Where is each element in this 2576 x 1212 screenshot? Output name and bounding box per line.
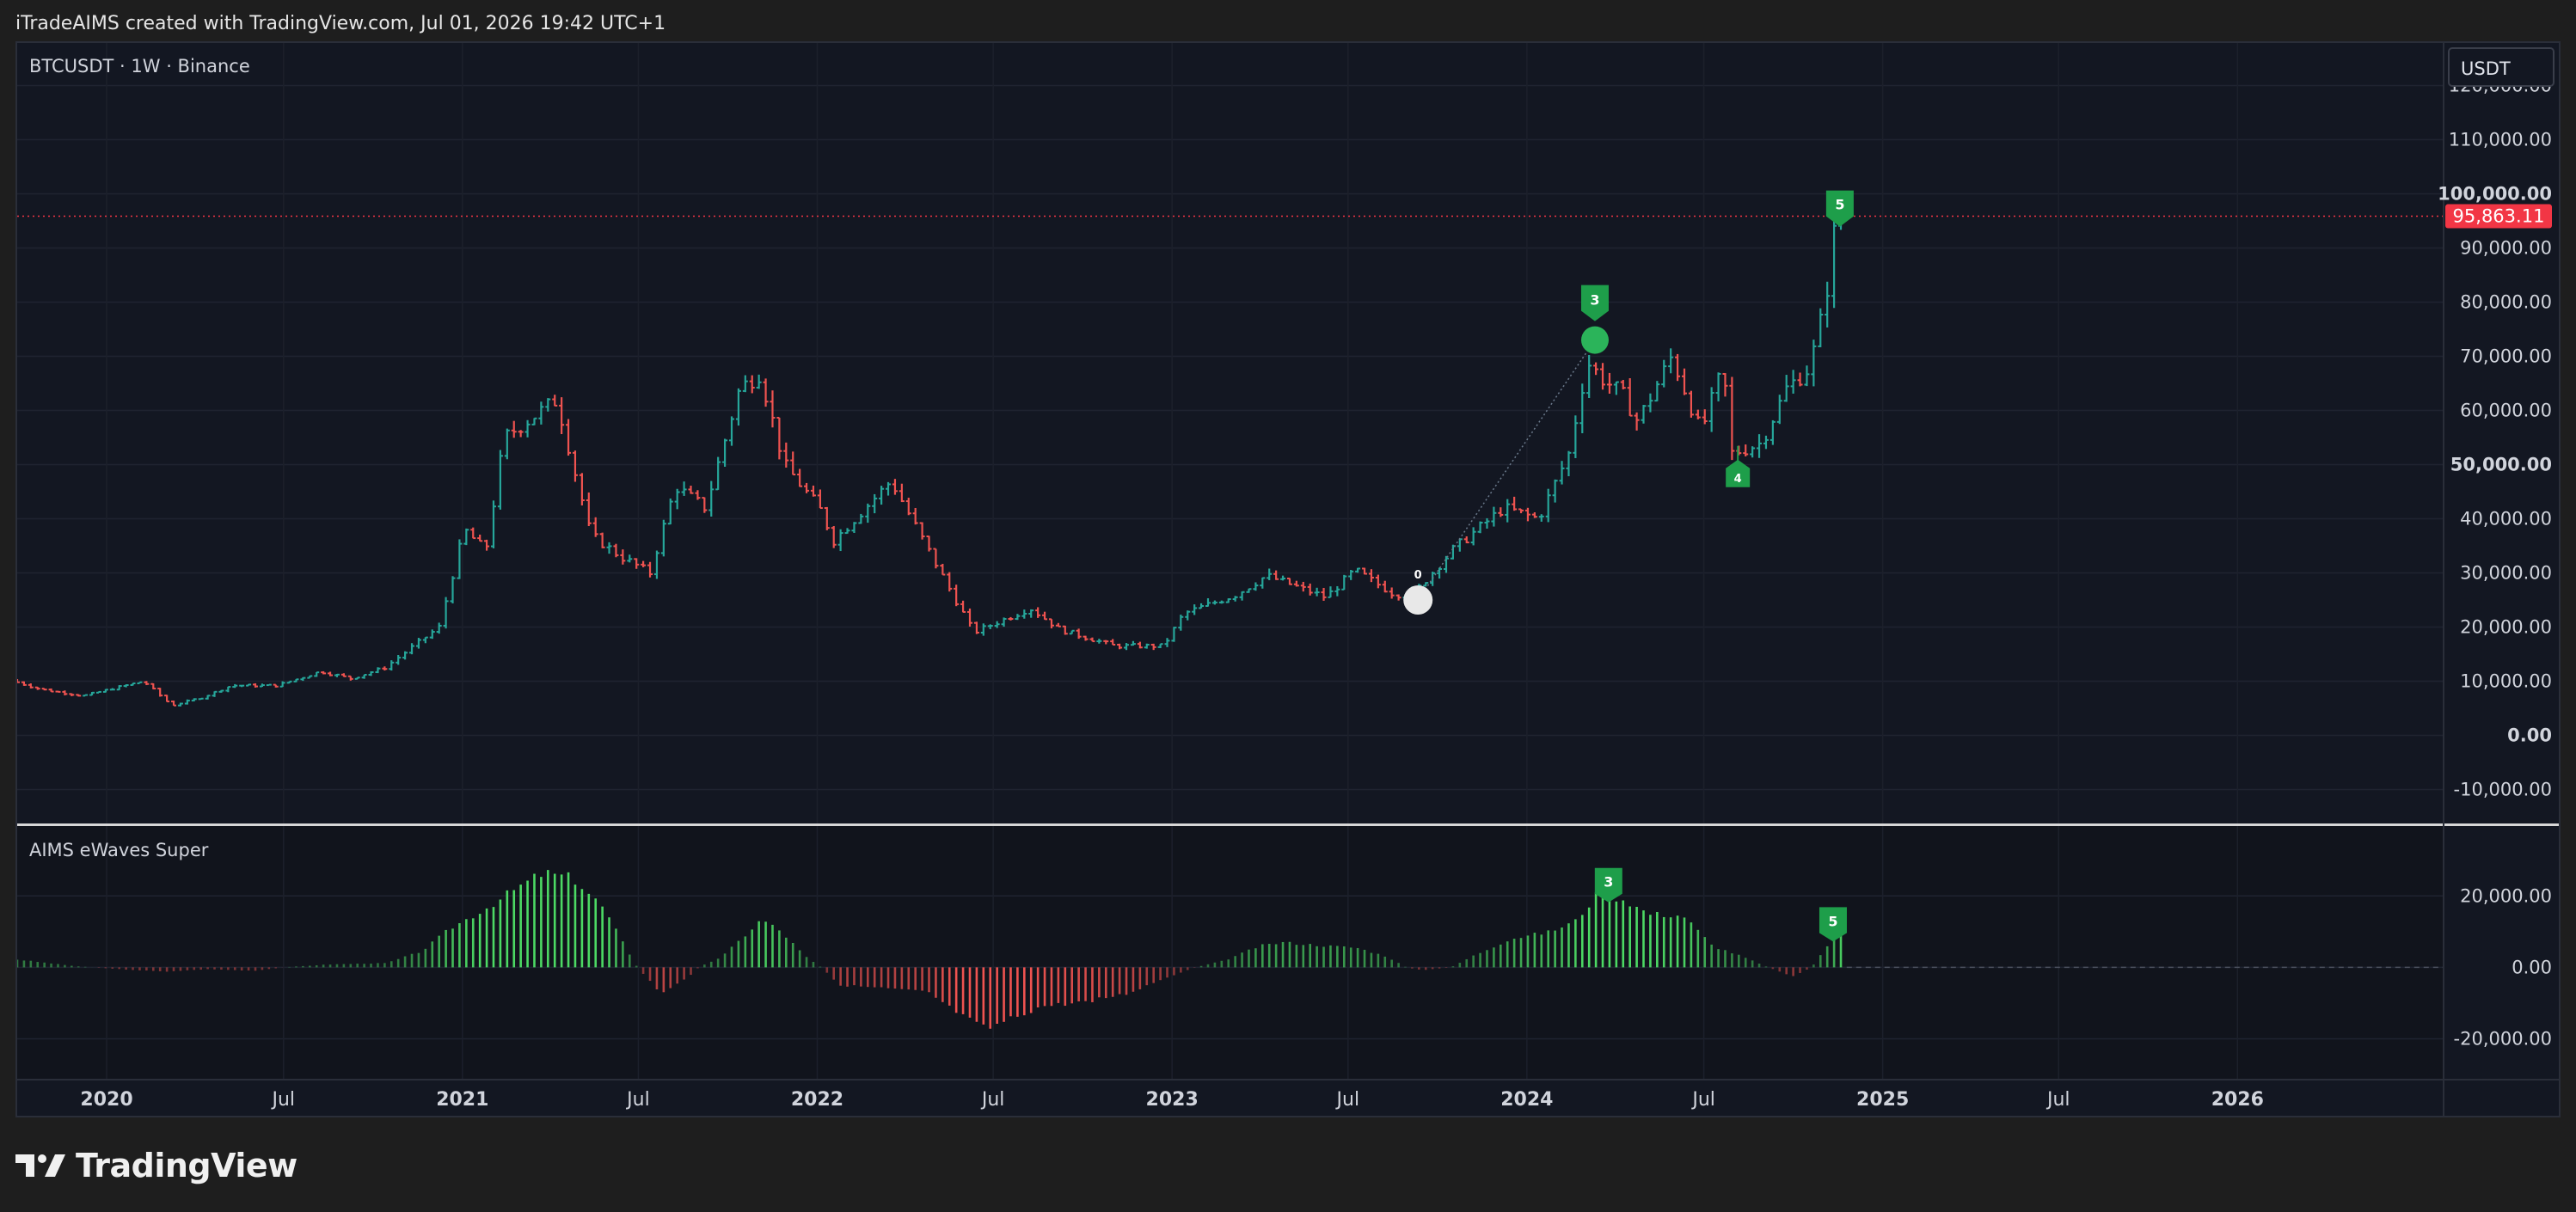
price-axis-label: 100,000.00	[2438, 184, 2552, 205]
indicator-wave-label-3[interactable]: 3	[1594, 867, 1622, 903]
price-axis-label: 80,000.00	[2460, 292, 2552, 313]
price-axis-label: 50,000.00	[2450, 455, 2552, 475]
wave-label-text: 4	[1734, 473, 1742, 486]
wave-flag-marker	[1594, 867, 1622, 903]
time-axis-label: 2022	[791, 1089, 843, 1111]
wave-label-text: 5	[1835, 197, 1844, 213]
symbol-label[interactable]: BTCUSDT · 1W · Binance	[29, 56, 250, 77]
time-axis-label: 2026	[2211, 1089, 2264, 1111]
time-axis[interactable]: 2020 Jul 2021 Jul 2022 Jul 2023 Jul 2024 Jul 2025 J…	[80, 1089, 2264, 1111]
last-price-badge: 95,863.11	[2445, 204, 2552, 229]
time-axis-label: 2021	[436, 1089, 488, 1111]
wave-flag-marker	[1580, 285, 1609, 321]
pane-separator[interactable]	[17, 823, 2559, 826]
tradingview-footer[interactable]: TradingView	[15, 1145, 297, 1186]
indicator-histogram	[17, 870, 2444, 1029]
price-axis-label: 0.00	[2507, 725, 2552, 746]
price-axis-label: 10,000.00	[2460, 671, 2552, 692]
wave-connector-line	[1417, 340, 1596, 601]
currency-button-label: USDT	[2461, 58, 2511, 79]
indicator-axis[interactable]: 20,000.00 0.00 -20,000.00	[2454, 885, 2552, 1049]
indicator-overlay: 35	[1594, 867, 1847, 942]
price-series	[17, 212, 2444, 707]
wave-label-text: 3	[1590, 292, 1599, 309]
time-axis-label: 2024	[1500, 1089, 1553, 1111]
wave-label-0[interactable]: 0	[1403, 569, 1433, 615]
tradingview-logo-text: TradingView	[76, 1147, 297, 1184]
time-axis-label: Jul	[1335, 1089, 1360, 1111]
price-axis-label: 30,000.00	[2460, 563, 2552, 584]
indicator-axis-label: -20,000.00	[2454, 1028, 2552, 1049]
wave-label-5[interactable]: 5	[1825, 190, 1854, 227]
wave-circle-marker	[1580, 326, 1609, 354]
price-axis-label: 110,000.00	[2449, 130, 2552, 150]
wave-overlay: 0 3 4 5	[1403, 190, 1854, 615]
time-axis-label: Jul	[1690, 1089, 1715, 1111]
wave-flag-marker	[1819, 907, 1847, 942]
currency-button[interactable]: USDT	[2448, 47, 2555, 87]
price-axis-label: 40,000.00	[2460, 509, 2552, 529]
price-axis-label: 20,000.00	[2460, 617, 2552, 638]
price-axis-label: 60,000.00	[2460, 401, 2552, 421]
wave-label-4[interactable]: 4	[1726, 445, 1751, 487]
indicator-axis-label: 20,000.00	[2460, 885, 2552, 906]
time-axis-label: 2020	[80, 1089, 132, 1111]
time-axis-label: Jul	[625, 1089, 650, 1111]
price-axis-label: 70,000.00	[2460, 346, 2552, 367]
wave-flag-marker	[1825, 190, 1854, 227]
indicator-wave-label-5[interactable]: 5	[1819, 907, 1847, 942]
tradingview-logo-icon	[15, 1154, 65, 1177]
indicator-axis-label: 0.00	[2512, 957, 2552, 977]
wave-label-text: 5	[1828, 913, 1837, 929]
chart-header: iTradeAIMS created with TradingView.com,…	[15, 13, 666, 34]
price-axis-label: -10,000.00	[2454, 780, 2552, 800]
wave-flag-marker	[1726, 459, 1751, 487]
time-axis-label: Jul	[2045, 1089, 2070, 1111]
last-price-value: 95,863.11	[2453, 206, 2545, 227]
time-axis-label: 2023	[1146, 1089, 1199, 1111]
time-axis-label: Jul	[271, 1089, 296, 1111]
wave-label-3[interactable]: 3	[1580, 285, 1609, 354]
indicator-pane-bg	[17, 825, 2444, 1080]
time-axis-label: 2025	[1856, 1089, 1909, 1111]
wave-origin-marker	[1403, 585, 1433, 615]
grid-lines	[17, 43, 2444, 1080]
time-axis-bg	[17, 1080, 2559, 1116]
wave-label-text: 3	[1604, 874, 1613, 891]
time-axis-label: Jul	[980, 1089, 1005, 1111]
indicator-title[interactable]: AIMS eWaves Super	[29, 840, 209, 860]
main-pane-bg	[17, 43, 2444, 825]
price-axis-label: 90,000.00	[2460, 238, 2552, 259]
wave-label-text: 0	[1414, 569, 1422, 582]
